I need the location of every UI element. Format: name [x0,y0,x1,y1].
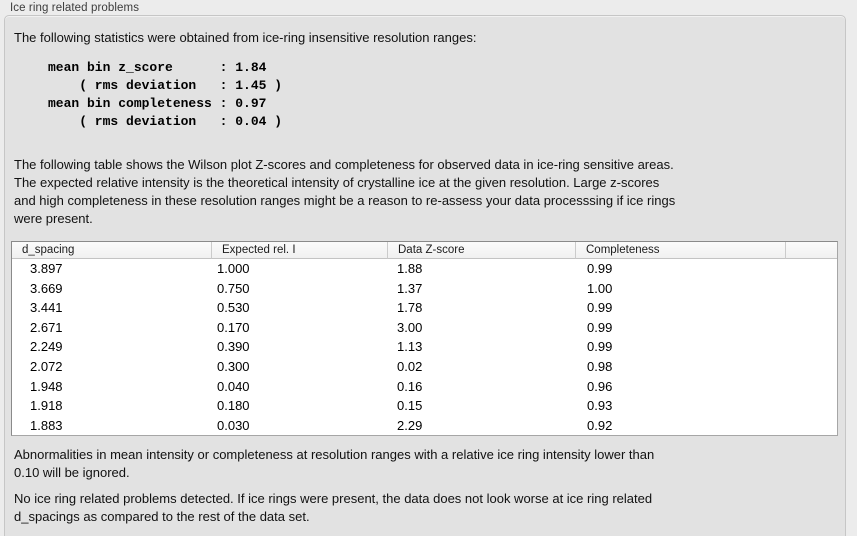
table-row[interactable]: 1.918 0.180 0.15 0.93 [12,396,837,416]
table-cell: 0.180 [217,398,250,414]
table-cell: 0.15 [397,398,423,414]
column-header[interactable]: Completeness [575,242,785,259]
table-cell [785,259,837,279]
table-cell [785,416,837,436]
table-cell: 0.170 [217,319,250,335]
table-cell: 1.948 [30,378,63,394]
abnormalities-note-text: Abnormalities in mean intensity or compl… [14,447,655,481]
table-cell: 1.918 [30,398,63,414]
ice-ring-groupbox: The following statistics were obtained f… [4,15,846,536]
table-row[interactable]: 1.883 0.030 2.29 0.92 [12,416,837,436]
table-row[interactable]: 2.249 0.390 1.13 0.99 [12,337,837,357]
table-cell: 1.000 [217,261,250,276]
table-cell [785,337,837,357]
table-cell: 1.13 [397,339,423,355]
ice-ring-table-header-row: d_spacing Expected rel. I Data Z-score Comp… [12,242,837,259]
table-row[interactable]: 3.441 0.530 1.78 0.99 [12,298,837,318]
table-cell: 0.92 [587,417,613,433]
table-cell: 1.00 [587,280,613,296]
table-cell: 0.16 [397,378,423,394]
table-cell: 0.030 [217,417,250,433]
stats-summary-block: mean bin z_score : 1.84 ( rms deviation … [48,60,283,129]
table-cell: 2.29 [397,417,423,433]
table-cell: 3.669 [30,280,63,296]
table-cell: 0.99 [587,319,613,335]
ice-ring-table-body: 3.897 1.000 1.88 0.99 3.669 0.750 1.37 1.00 3.44… [12,259,837,435]
column-header[interactable] [785,242,837,259]
table-cell [785,396,837,416]
table-description-text: The following table shows the Wilson plo… [14,157,676,226]
table-cell: 0.530 [217,300,250,316]
table-row[interactable]: 2.072 0.300 0.02 0.98 [12,357,837,377]
table-cell: 0.300 [217,358,250,374]
table-row[interactable]: 3.669 0.750 1.37 1.00 [12,279,837,299]
table-cell [785,318,837,338]
table-cell: 3.441 [30,300,63,316]
groupbox-title: Ice ring related problems [10,2,140,14]
table-cell [785,298,837,318]
stats-intro-text: The following statistics were obtained f… [14,30,477,45]
table-cell: 1.78 [397,300,423,316]
table-cell: 0.93 [587,398,613,414]
table-row[interactable]: 1.948 0.040 0.16 0.96 [12,377,837,397]
table-row[interactable]: 3.897 1.000 1.88 0.99 [12,259,837,279]
column-header[interactable]: Data Z-score [387,242,575,259]
table-cell: 0.02 [397,358,423,374]
conclusion-text: No ice ring related problems detected. I… [14,491,653,525]
table-cell: 3.00 [397,319,423,335]
table-cell: 0.390 [217,339,250,355]
table-cell: 0.750 [217,280,250,296]
table-cell: 2.671 [30,319,63,335]
table-cell [785,279,837,299]
table-cell: 1.88 [397,261,423,276]
table-cell: 2.072 [30,358,63,374]
table-cell: 0.96 [587,378,613,394]
table-row[interactable]: 2.671 0.170 3.00 0.99 [12,318,837,338]
table-cell: 0.98 [587,358,613,374]
table-cell: 0.040 [217,378,250,394]
table-cell: 3.897 [30,261,63,276]
table-cell: 1.37 [397,280,423,296]
table-cell [785,377,837,397]
table-cell: 0.99 [587,261,613,276]
table-cell: 0.99 [587,339,613,355]
column-header[interactable]: Expected rel. I [211,242,387,259]
table-cell: 0.99 [587,300,613,316]
table-cell [785,357,837,377]
table-cell: 2.249 [30,339,63,355]
ice-ring-table[interactable]: d_spacing Expected rel. I Data Z-score Comp… [11,241,838,437]
column-header[interactable]: d_spacing [12,242,211,259]
table-cell: 1.883 [30,417,63,433]
